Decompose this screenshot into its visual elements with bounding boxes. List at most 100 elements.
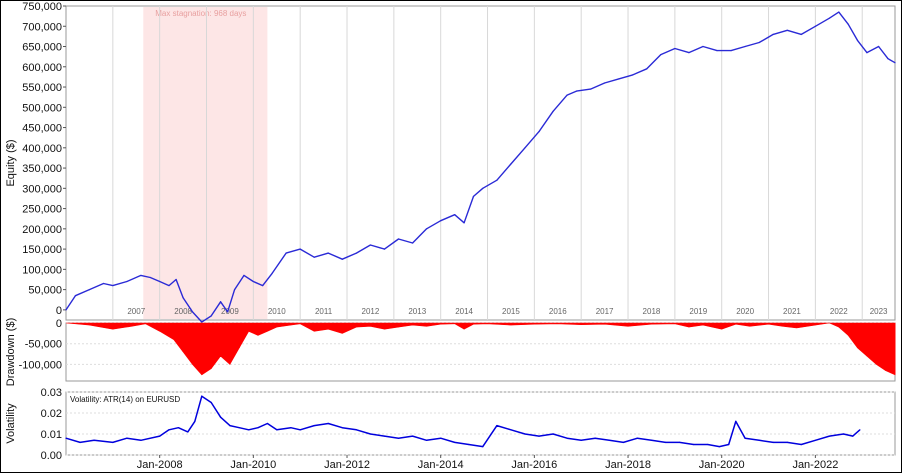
equity-point [210, 315, 212, 317]
equity-point [589, 88, 592, 90]
volatility-point [299, 429, 301, 431]
y-tick-label: 450,000 [22, 123, 62, 135]
stagnation-highlight [143, 7, 268, 319]
volatility-point [257, 427, 259, 429]
volatility-point [814, 439, 816, 441]
volatility-point [238, 427, 240, 429]
equity-point [285, 252, 287, 254]
volatility-point [608, 439, 610, 441]
equity-point [454, 214, 456, 216]
equity-point [847, 23, 849, 25]
equity-point [800, 33, 802, 35]
drawdown-tick-label: -50,000 [25, 339, 62, 351]
equity-point [271, 272, 273, 275]
volatility-point [828, 435, 831, 437]
equity-point [313, 256, 315, 258]
volatility-point [786, 441, 788, 443]
equity-point [814, 25, 816, 27]
volatility-point [112, 441, 114, 443]
volatility-point [707, 443, 709, 446]
y-tick-label: 400,000 [22, 143, 62, 155]
year-label: 2011 [315, 307, 333, 316]
x-tick-label: Jan-2010 [230, 459, 276, 471]
y-tick-label: 550,000 [22, 82, 62, 94]
equity-point [856, 39, 859, 42]
y-tick-label: 0 [56, 305, 62, 317]
volatility-point [496, 425, 498, 427]
year-label: 2008 [174, 307, 192, 316]
year-label: 2018 [643, 307, 661, 316]
volatility-point [369, 433, 372, 435]
volatility-point [678, 441, 681, 443]
volatility-point [187, 431, 189, 433]
volatility-point [201, 395, 203, 397]
equity-point [149, 276, 151, 279]
equity-point [887, 58, 889, 60]
volatility-point [650, 439, 653, 441]
volatility-point [580, 439, 582, 441]
equity-point [175, 278, 177, 281]
y-tick-label: 750,000 [22, 1, 62, 13]
equity-point [463, 222, 465, 224]
equity-point [397, 238, 400, 240]
equity-point [182, 297, 184, 299]
volatility-point [313, 425, 315, 427]
x-tick-label: Jan-2020 [699, 459, 745, 471]
volatility-point [510, 429, 512, 431]
equity-point [510, 163, 512, 165]
equity-point [191, 311, 194, 313]
volatility-point [355, 429, 357, 431]
year-label: 2012 [362, 307, 380, 316]
year-label: 2021 [783, 307, 801, 316]
equity-point [730, 49, 732, 52]
x-tick-label: Jan-2016 [511, 459, 557, 471]
x-tick-label: Jan-2008 [137, 459, 183, 471]
volatility-panel [65, 391, 896, 456]
equity-point [126, 280, 128, 283]
volatility-point [93, 439, 95, 441]
volatility-point [266, 422, 268, 425]
equity-point [866, 51, 868, 54]
volatility-point [126, 437, 128, 439]
y-tick-label: 600,000 [22, 62, 62, 74]
year-label: 2013 [408, 307, 426, 316]
y-tick-label: 700,000 [22, 21, 62, 33]
volatility-point [758, 439, 760, 441]
volatility-point [159, 435, 161, 437]
volatility-point [327, 422, 329, 425]
equity-point [426, 228, 428, 230]
volatility-point [566, 437, 568, 439]
equity-point [65, 309, 67, 311]
volatility-point [859, 429, 861, 431]
equity-point [219, 301, 222, 303]
x-tick-label: Jan-2022 [792, 459, 838, 471]
equity-point [786, 29, 788, 31]
volatility-point [538, 435, 540, 437]
equity-point [159, 280, 161, 283]
volatility-point [210, 401, 212, 404]
volatility-point [290, 427, 292, 429]
year-label: 2019 [689, 307, 707, 316]
volatility-point [800, 443, 802, 446]
year-label: 2016 [549, 307, 567, 316]
equity-point [618, 78, 620, 80]
volatility-point [426, 439, 428, 441]
volatility-line [65, 395, 861, 448]
equity-point [440, 220, 442, 222]
year-label: 2020 [736, 307, 754, 316]
volatility-point [440, 437, 442, 439]
volatility-tick-label: 0.02 [41, 408, 62, 420]
volatility-point [772, 441, 774, 443]
volatility-point [594, 437, 596, 439]
equity-point [88, 289, 91, 291]
equity-point [355, 252, 357, 254]
equity-point [472, 195, 475, 198]
equity-point [140, 274, 142, 277]
volatility-point [842, 433, 845, 435]
equity-point [772, 33, 774, 35]
volatility-point [728, 443, 730, 446]
equity-point [168, 284, 170, 287]
equity-point [660, 54, 662, 56]
equity-point [758, 41, 760, 44]
drawdown-axis-label: Drawdown ($) [5, 318, 17, 386]
